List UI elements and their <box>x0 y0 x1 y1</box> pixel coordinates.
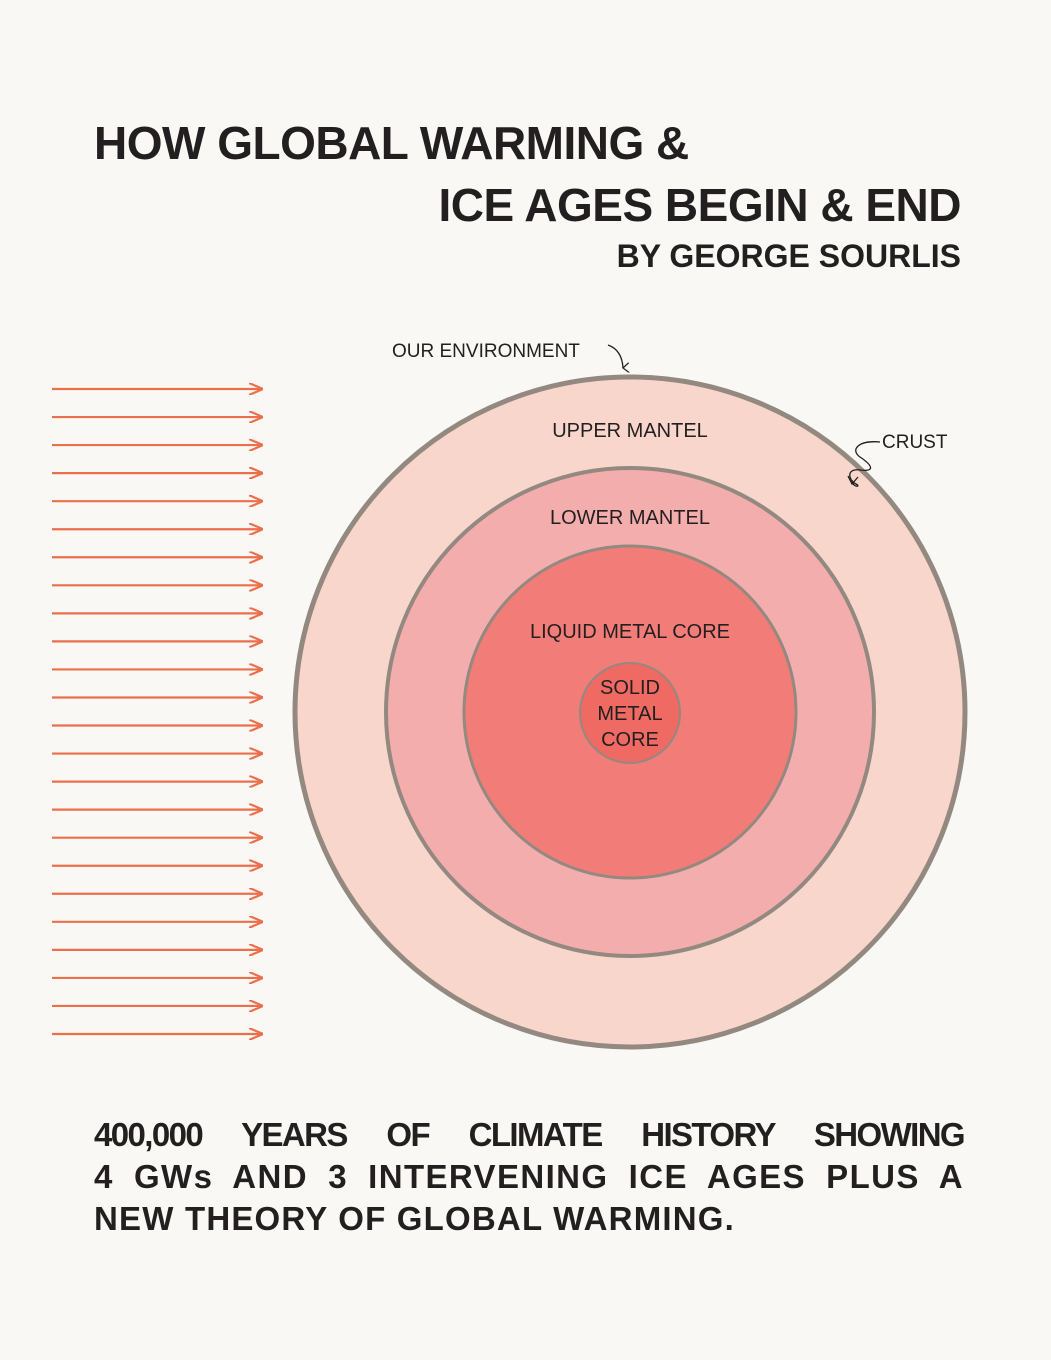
upper-mantel-label: UPPER MANTEL <box>552 420 708 442</box>
tagline-line-2: 4 GWs AND 3 INTERVENING ICE AGES PLUS A <box>94 1158 964 1195</box>
solid-metal-core-layer <box>579 662 681 764</box>
our-environment-pointer <box>607 344 623 368</box>
crust-pointer <box>849 441 881 487</box>
solid-core-label-line-1: SOLID <box>600 677 660 699</box>
incoming-radiation-arrows <box>52 389 262 1034</box>
solid-core-label-line-2: METAL <box>597 703 662 725</box>
solid-core-label-line-3: CORE <box>601 729 659 751</box>
tagline-line-1: 400,000 YEARS OF CLIMATE HISTORY SHOWING <box>94 1116 966 1153</box>
liquid-metal-core-label: LIQUID METAL CORE <box>530 621 730 643</box>
author-byline: BY GEORGE SOURLIS <box>616 238 961 274</box>
title-line-1: HOW GLOBAL WARMING & <box>94 117 689 169</box>
crust-label: CRUST <box>882 432 948 453</box>
crust-pointer-head <box>847 475 859 486</box>
our-environment-label: OUR ENVIRONMENT <box>392 341 580 362</box>
lower-mantel-label: LOWER MANTEL <box>550 507 710 529</box>
tagline-line-3: NEW THEORY OF GLOBAL WARMING. <box>94 1200 736 1237</box>
title-line-2: ICE AGES BEGIN & END <box>438 179 962 231</box>
